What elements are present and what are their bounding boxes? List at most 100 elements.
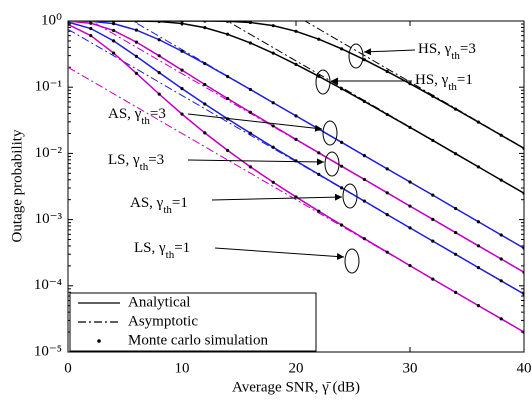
simulation-point xyxy=(522,270,524,274)
simulation-point xyxy=(89,26,93,31)
simulation-point xyxy=(112,28,116,33)
simulation-point xyxy=(294,62,298,67)
simulation-point xyxy=(271,51,275,55)
annotation: LS, γth=1 xyxy=(134,240,190,260)
simulation-point xyxy=(180,87,184,91)
annotation-arrow xyxy=(363,48,416,56)
simulation-point xyxy=(454,206,458,211)
analytical-line xyxy=(68,23,524,333)
simulation-point xyxy=(271,124,275,128)
simulation-point xyxy=(157,21,161,24)
y-tick-label: 10⁻² xyxy=(35,145,63,161)
simulation-point xyxy=(226,148,230,152)
simulation-point xyxy=(431,239,435,243)
simulation-point xyxy=(248,41,252,45)
annotation-subscript: th xyxy=(163,204,172,216)
y-tick-label: 10⁻⁵ xyxy=(34,343,62,359)
annotation-arrow xyxy=(214,247,345,261)
y-tick-label: 10⁻¹ xyxy=(35,79,62,95)
simulation-point xyxy=(499,233,503,237)
simulation-point xyxy=(180,49,184,53)
annotation-ellipse xyxy=(348,43,364,69)
simulation-point xyxy=(408,263,412,268)
plot-area xyxy=(68,21,524,334)
simulation-point xyxy=(248,21,252,25)
simulation-point xyxy=(522,330,524,334)
y-tick-label: 10⁻⁴ xyxy=(34,277,62,293)
simulation-point xyxy=(248,131,252,135)
simulation-point xyxy=(317,172,321,176)
simulation-point xyxy=(317,74,321,78)
simulation-point xyxy=(157,71,161,75)
simulation-point xyxy=(317,209,321,213)
annotation: LS, γth=3 xyxy=(108,152,164,172)
simulation-point xyxy=(522,246,524,250)
simulation-point xyxy=(499,133,503,137)
annotation-text: LS, γ xyxy=(108,152,140,168)
simulation-point xyxy=(180,21,184,26)
simulation-point xyxy=(340,87,344,91)
annotation-text: =1 xyxy=(457,72,473,88)
simulation-point xyxy=(112,21,116,23)
simulation-point xyxy=(226,32,230,36)
x-tick-label: 40 xyxy=(517,360,532,376)
simulation-point xyxy=(340,223,344,227)
simulation-point xyxy=(385,112,389,117)
simulation-point xyxy=(385,167,389,171)
simulation-point xyxy=(431,277,435,281)
simulation-point xyxy=(476,244,480,248)
simulation-point xyxy=(271,180,275,184)
y-tick-label: 10⁰ xyxy=(41,12,62,28)
simulation-point xyxy=(271,145,275,149)
simulation-point xyxy=(454,230,458,235)
simulation-point xyxy=(476,266,480,270)
simulation-point xyxy=(476,120,480,124)
simulation-point xyxy=(522,191,524,195)
annotation-text: LS, γ xyxy=(134,240,166,256)
simulation-point xyxy=(89,21,93,25)
annotation-subscript: th xyxy=(140,161,149,173)
simulation-point xyxy=(112,22,116,26)
simulation-point xyxy=(385,212,389,217)
simulation-point xyxy=(340,164,344,168)
simulation-point xyxy=(294,114,298,118)
annotation-text: =1 xyxy=(172,195,188,211)
annotation-subscript: th xyxy=(448,81,457,93)
simulation-point xyxy=(385,69,389,74)
simulation-point xyxy=(134,40,138,44)
simulation-point xyxy=(476,220,480,224)
annotation-text: AS, γ xyxy=(130,195,164,211)
simulation-point xyxy=(180,112,184,116)
simulation-point xyxy=(499,317,503,321)
legend-label: Asymptotic xyxy=(128,313,198,329)
simulation-point xyxy=(203,21,207,23)
simulation-point xyxy=(431,217,435,221)
simulation-point xyxy=(203,62,207,66)
simulation-point xyxy=(68,22,70,26)
annotation-text: =3 xyxy=(148,152,164,168)
annotation-text: HS, γ xyxy=(415,72,449,88)
simulation-point xyxy=(271,24,275,28)
simulation-point xyxy=(408,125,412,130)
simulation-point xyxy=(362,199,366,203)
simulation-point xyxy=(362,99,366,104)
simulation-point xyxy=(157,54,161,58)
simulation-point xyxy=(408,204,412,208)
simulation-point xyxy=(180,68,184,72)
annotation: AS, γth=3 xyxy=(108,106,166,126)
simulation-point xyxy=(112,51,116,55)
simulation-point xyxy=(134,28,138,32)
annotation-ellipse xyxy=(344,248,360,274)
simulation-point xyxy=(340,47,344,51)
annotation: HS, γth=3 xyxy=(418,41,476,61)
y-axis-label: Outage probability xyxy=(9,129,25,242)
simulation-point xyxy=(226,96,230,101)
x-tick-label: 10 xyxy=(175,360,190,376)
simulation-point xyxy=(408,82,412,86)
annotation-ellipse xyxy=(324,151,340,177)
simulation-point xyxy=(522,146,524,150)
annotation-text: =1 xyxy=(174,240,190,256)
simulation-point xyxy=(362,154,366,158)
simulation-point xyxy=(294,29,298,33)
